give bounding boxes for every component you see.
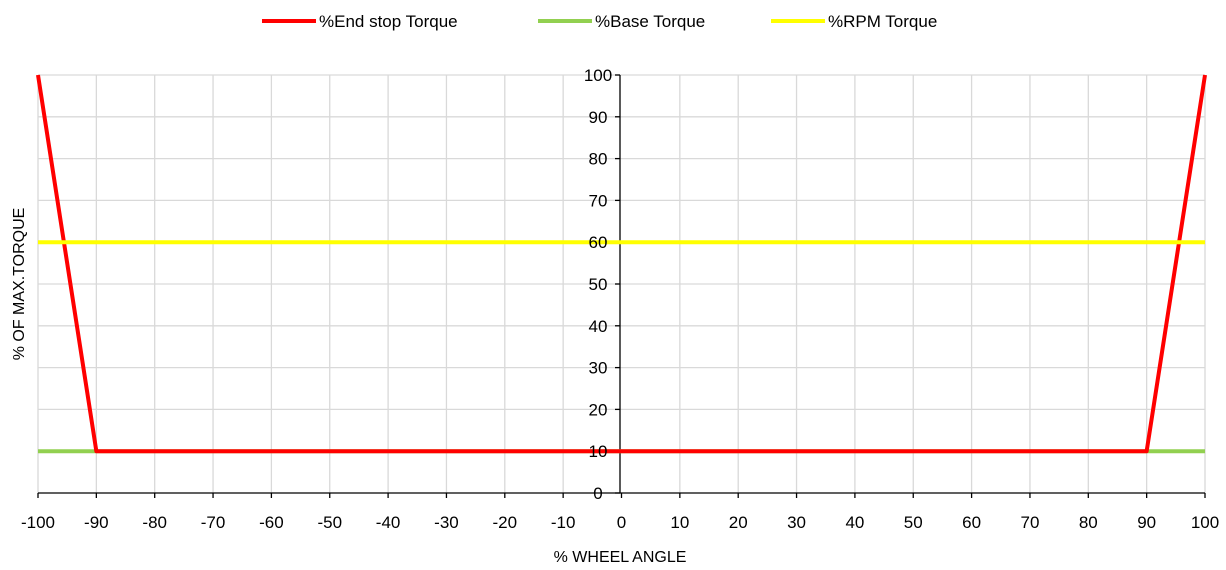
x-tick-label: 90 (1137, 513, 1156, 532)
y-tick-label: 50 (589, 275, 608, 294)
legend: %End stop Torque %Base Torque %RPM Torque (262, 12, 937, 31)
gridlines (37, 74, 1206, 493)
legend-label-3: %RPM Torque (828, 12, 937, 31)
y-tick-label: 90 (589, 108, 608, 127)
y-tick-label: 30 (589, 359, 608, 378)
x-tick-label: 10 (670, 513, 689, 532)
x-tick-label: 0 (617, 513, 626, 532)
y-tick-label: 100 (584, 66, 612, 85)
x-tick-label: -30 (434, 513, 459, 532)
x-tick-label: -80 (142, 513, 167, 532)
y-tick-label: 70 (589, 191, 608, 210)
x-tick-label: -100 (21, 513, 55, 532)
x-tick-label: -50 (317, 513, 342, 532)
x-tick-label: 70 (1020, 513, 1039, 532)
x-tick-label: -40 (376, 513, 401, 532)
legend-label-2: %Base Torque (595, 12, 705, 31)
x-tick-labels: -100 -90 -80 -70 -60 -50 -40 -30 -20 -10 0 10 20 30 40… (21, 513, 1219, 532)
x-tick-label: -70 (201, 513, 226, 532)
y-tick-label: 40 (589, 317, 608, 336)
axes (37, 74, 1206, 498)
y-tick-label: 0 (593, 484, 602, 503)
x-tick-label: 20 (729, 513, 748, 532)
x-tick-label: -60 (259, 513, 284, 532)
series-lines (36, 74, 1207, 454)
x-tick-label: 100 (1191, 513, 1219, 532)
y-tick-label: 10 (589, 442, 608, 461)
x-tick-label: -10 (551, 513, 576, 532)
y-tick-label: 80 (589, 150, 608, 169)
y-tick-label: 60 (589, 233, 608, 252)
x-tick-label: 60 (962, 513, 981, 532)
x-tick-label: 40 (845, 513, 864, 532)
x-tick-label: 30 (787, 513, 806, 532)
x-tick-label: -20 (493, 513, 518, 532)
x-tick-label: 50 (904, 513, 923, 532)
y-tick-label: 20 (589, 400, 608, 419)
series-line-1 (36, 74, 1207, 454)
x-tick-label: -90 (84, 513, 109, 532)
x-axis-title: % WHEEL ANGLE (554, 549, 687, 566)
y-axis-title: % OF MAX.TORQUE (11, 208, 28, 361)
legend-label-1: %End stop Torque (319, 12, 458, 31)
y-tick-labels: 0 10 20 30 40 50 60 70 80 90 100 (584, 66, 612, 503)
x-tick-label: 80 (1079, 513, 1098, 532)
